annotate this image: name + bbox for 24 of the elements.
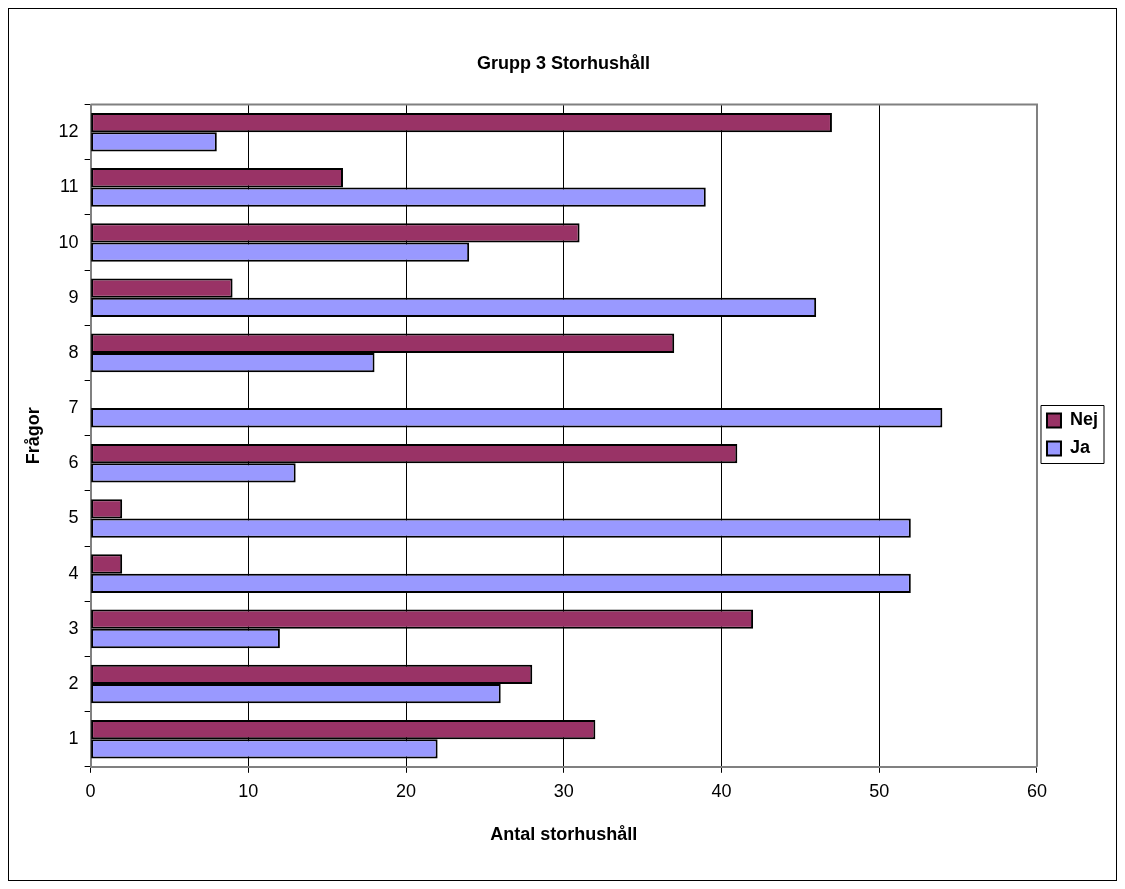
x-tick-label: 0: [85, 780, 96, 801]
x-tick-label: 10: [238, 780, 259, 801]
y-tick-label: 8: [68, 341, 79, 362]
x-axis-title: Antal storhushåll: [490, 824, 638, 845]
chart-title: Grupp 3 Storhushåll: [476, 52, 651, 73]
legend-label: Nej: [1069, 409, 1098, 430]
y-tick-label: 4: [68, 562, 79, 583]
y-tick-label: 5: [68, 507, 79, 528]
x-tick-label: 50: [869, 780, 890, 801]
x-tick-label: 30: [553, 780, 574, 801]
y-tick-label: 10: [58, 231, 79, 252]
y-tick-label: 9: [68, 286, 79, 307]
y-axis-title: Frågor: [22, 407, 43, 465]
y-tick-label: 2: [68, 672, 79, 693]
x-tick-label: 60: [1026, 780, 1047, 801]
y-tick-label: 12: [58, 121, 79, 142]
y-tick-label: 1: [68, 728, 79, 749]
x-tick-label: 20: [396, 780, 417, 801]
x-tick-label: 40: [711, 780, 732, 801]
legend-label: Ja: [1069, 437, 1091, 458]
y-tick-label: 6: [68, 452, 79, 473]
y-tick-label: 7: [68, 397, 79, 418]
y-tick-label: 3: [68, 617, 79, 638]
y-tick-label: 11: [59, 176, 79, 197]
